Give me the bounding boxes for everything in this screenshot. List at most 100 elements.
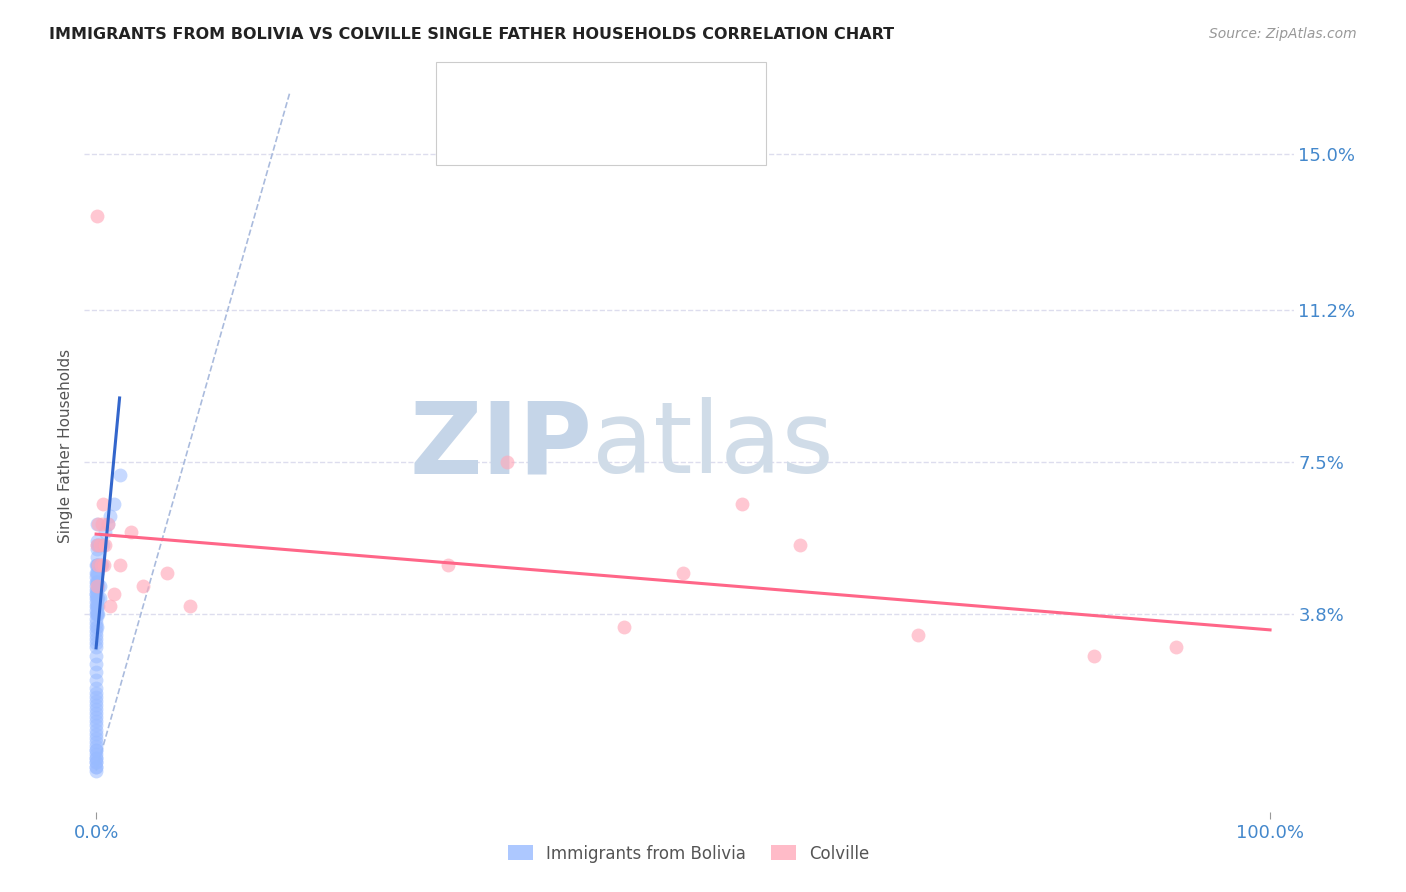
Point xyxy=(84,574,107,589)
Point xyxy=(84,582,107,597)
Point xyxy=(84,615,107,630)
Point xyxy=(84,743,107,757)
Point xyxy=(87,558,110,573)
Point xyxy=(90,538,112,552)
Point xyxy=(84,558,107,573)
Point xyxy=(84,665,107,679)
Point xyxy=(84,710,107,724)
Point xyxy=(84,595,107,609)
Point xyxy=(84,759,107,773)
Point xyxy=(108,558,131,573)
Point xyxy=(155,566,177,581)
Point xyxy=(179,599,201,614)
Point xyxy=(89,591,111,605)
Point xyxy=(84,706,107,720)
Point xyxy=(87,607,110,622)
Point xyxy=(89,579,111,593)
Text: N =: N = xyxy=(619,128,655,146)
Point xyxy=(97,517,120,532)
Text: IMMIGRANTS FROM BOLIVIA VS COLVILLE SINGLE FATHER HOUSEHOLDS CORRELATION CHART: IMMIGRANTS FROM BOLIVIA VS COLVILLE SING… xyxy=(49,27,894,42)
Point xyxy=(86,533,108,548)
Point xyxy=(84,731,107,745)
Point xyxy=(731,496,754,510)
Point xyxy=(84,694,107,708)
Point xyxy=(1166,640,1188,655)
Point xyxy=(97,517,120,532)
Point xyxy=(86,591,108,605)
Point xyxy=(84,570,107,584)
Point xyxy=(87,579,110,593)
Point xyxy=(496,455,519,469)
Point xyxy=(84,628,107,642)
Point xyxy=(84,743,107,757)
Point xyxy=(103,587,125,601)
Text: 87: 87 xyxy=(657,84,679,102)
Point xyxy=(132,579,155,593)
Point xyxy=(84,599,107,614)
Point xyxy=(98,508,121,523)
Point xyxy=(84,681,107,696)
Text: R =: R = xyxy=(488,84,524,102)
Point xyxy=(91,496,114,510)
Point xyxy=(89,538,111,552)
Point xyxy=(86,620,108,634)
Point xyxy=(84,632,107,647)
Y-axis label: Single Father Households: Single Father Households xyxy=(58,349,73,543)
Text: 0.110: 0.110 xyxy=(541,128,593,146)
Point xyxy=(84,685,107,699)
Point xyxy=(86,566,108,581)
Point xyxy=(86,209,108,223)
Point xyxy=(86,541,108,556)
Point xyxy=(120,525,142,540)
Point xyxy=(1083,648,1105,663)
Point xyxy=(98,599,121,614)
Point xyxy=(86,566,108,581)
Point xyxy=(84,587,107,601)
Point xyxy=(84,611,107,625)
Point xyxy=(84,714,107,729)
Point xyxy=(84,723,107,737)
Point xyxy=(613,620,636,634)
Point xyxy=(91,517,114,532)
Point xyxy=(84,648,107,663)
Point xyxy=(86,591,108,605)
Point xyxy=(90,558,112,573)
Point xyxy=(86,579,108,593)
Point xyxy=(84,603,107,617)
Point xyxy=(87,517,110,532)
Point xyxy=(89,558,111,573)
Point xyxy=(86,574,108,589)
Point xyxy=(84,636,107,650)
Point xyxy=(91,558,114,573)
Point xyxy=(84,591,107,605)
Point xyxy=(84,607,107,622)
Point xyxy=(86,558,108,573)
Point xyxy=(84,587,107,601)
Point xyxy=(84,657,107,671)
Point xyxy=(84,747,107,762)
Point xyxy=(86,549,108,564)
Point xyxy=(84,579,107,593)
Point xyxy=(84,640,107,655)
Point xyxy=(789,538,811,552)
Point xyxy=(94,525,117,540)
Point xyxy=(84,620,107,634)
Point xyxy=(672,566,695,581)
Point xyxy=(84,726,107,740)
Point xyxy=(87,558,110,573)
Point xyxy=(86,558,108,573)
Point xyxy=(87,538,110,552)
Point xyxy=(84,751,107,765)
Point xyxy=(87,599,110,614)
Point xyxy=(907,628,929,642)
Point xyxy=(86,538,108,552)
Point xyxy=(84,759,107,773)
Point xyxy=(86,599,108,614)
Point xyxy=(93,558,115,573)
Point xyxy=(86,538,108,552)
Point xyxy=(86,607,108,622)
Point xyxy=(86,582,108,597)
Text: 28: 28 xyxy=(657,128,679,146)
Point xyxy=(108,467,131,482)
Point xyxy=(94,538,117,552)
